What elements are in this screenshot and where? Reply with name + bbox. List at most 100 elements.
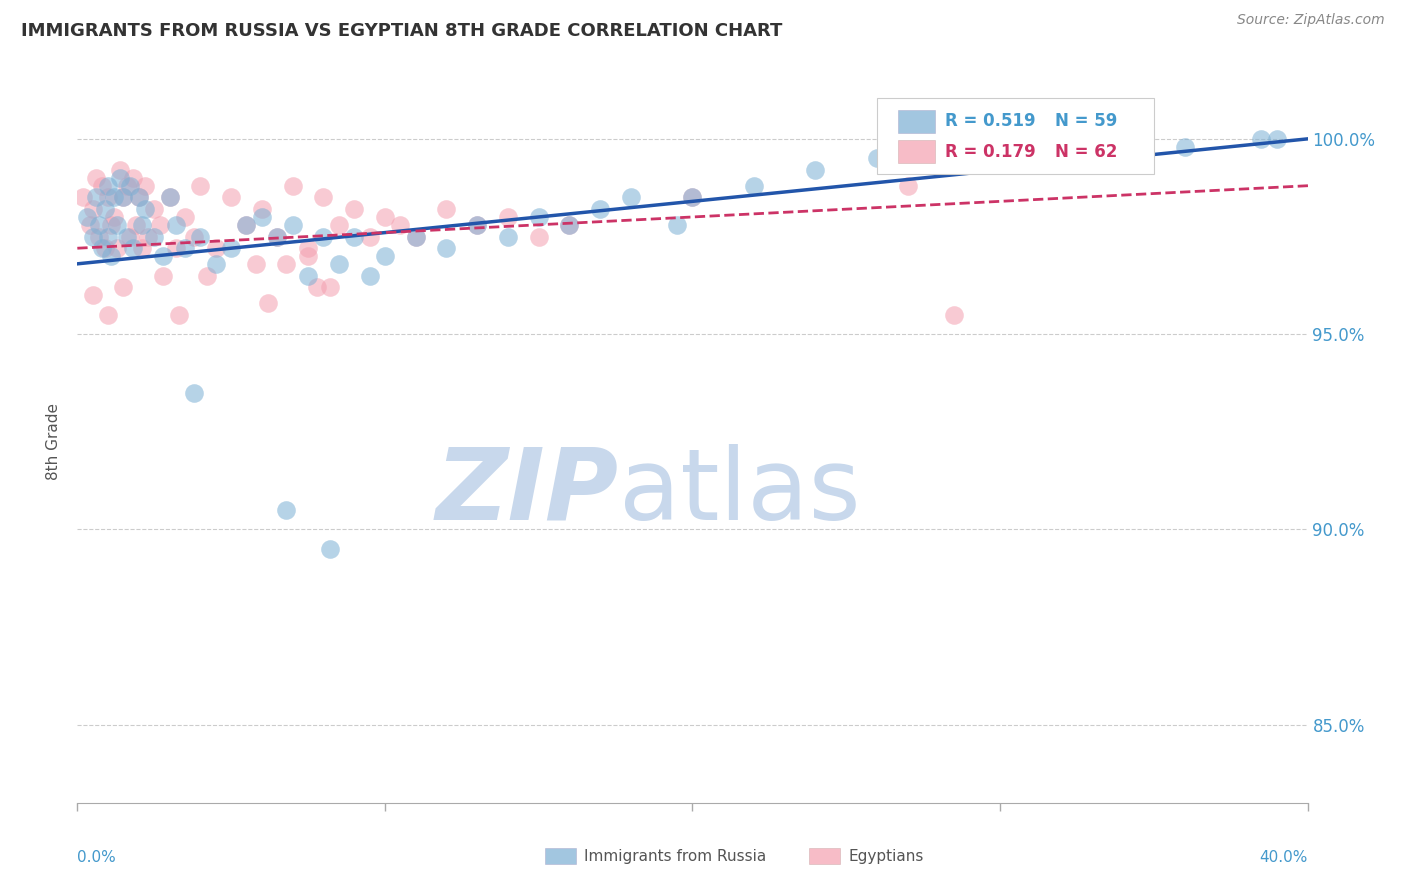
Point (121, 241, 143, 255)
Point (204, 241, 226, 255)
Text: R = 0.519: R = 0.519 (945, 112, 1035, 130)
Point (188, 178, 212, 193)
Point (82, 288, 104, 302)
Point (105, 241, 128, 255)
Point (112, 280, 135, 294)
Text: Immigrants from Russia: Immigrants from Russia (585, 849, 766, 863)
Point (250, 210, 273, 224)
FancyBboxPatch shape (810, 848, 841, 864)
Point (167, 308, 190, 322)
Point (118, 178, 141, 193)
Point (928, 139, 950, 153)
Y-axis label: 8th Grade: 8th Grade (46, 403, 62, 480)
Point (359, 268, 381, 283)
Point (1081, 132, 1104, 146)
Point (558, 218, 581, 232)
Point (235, 218, 257, 232)
Point (125, 218, 148, 232)
Point (82, 229, 104, 244)
Point (94, 202, 117, 216)
Point (235, 218, 257, 232)
Text: Source: ZipAtlas.com: Source: ZipAtlas.com (1237, 13, 1385, 28)
Point (328, 218, 350, 232)
Point (389, 218, 412, 232)
FancyBboxPatch shape (877, 98, 1154, 174)
Text: N = 62: N = 62 (1056, 143, 1118, 161)
Point (682, 190, 704, 204)
Text: Egyptians: Egyptians (849, 849, 924, 863)
Point (84, 190, 107, 204)
Point (307, 280, 329, 294)
Text: atlas: atlas (619, 443, 860, 541)
Point (318, 541, 340, 556)
Point (589, 202, 612, 216)
Point (110, 170, 132, 185)
Text: R = 0.179: R = 0.179 (945, 143, 1035, 161)
Point (188, 229, 212, 244)
Point (312, 190, 335, 204)
Point (1174, 139, 1197, 153)
Point (804, 163, 827, 178)
Point (281, 178, 304, 193)
Point (195, 268, 218, 283)
Point (152, 268, 174, 283)
Point (174, 241, 197, 255)
Point (134, 178, 156, 193)
Point (76, 210, 98, 224)
Point (465, 218, 488, 232)
Point (245, 257, 267, 271)
Point (100, 249, 122, 263)
Point (183, 229, 205, 244)
Point (866, 152, 889, 166)
Point (276, 257, 298, 271)
Point (97, 308, 120, 322)
Point (405, 229, 427, 244)
Point (405, 229, 427, 244)
Point (620, 190, 643, 204)
Text: N = 59: N = 59 (1056, 112, 1118, 130)
Point (110, 163, 132, 178)
Point (105, 218, 128, 232)
Point (118, 229, 141, 244)
Point (496, 210, 519, 224)
Point (121, 170, 143, 185)
Point (100, 218, 122, 232)
Point (174, 210, 197, 224)
Point (558, 218, 581, 232)
Point (136, 229, 159, 244)
Point (318, 280, 340, 294)
Point (328, 257, 350, 271)
Point (527, 229, 550, 244)
Point (134, 202, 156, 216)
Text: 0.0%: 0.0% (77, 850, 117, 864)
Point (266, 229, 288, 244)
Point (84, 170, 107, 185)
Point (87, 218, 110, 232)
Point (97, 229, 120, 244)
FancyBboxPatch shape (546, 848, 575, 864)
FancyBboxPatch shape (898, 110, 935, 133)
Point (465, 218, 488, 232)
Point (143, 202, 166, 216)
Point (250, 202, 273, 216)
Point (359, 229, 381, 244)
Point (131, 218, 153, 232)
Point (103, 210, 125, 224)
Point (297, 249, 319, 263)
Point (103, 190, 125, 204)
Text: IMMIGRANTS FROM RUSSIA VS EGYPTIAN 8TH GRADE CORRELATION CHART: IMMIGRANTS FROM RUSSIA VS EGYPTIAN 8TH G… (21, 22, 783, 40)
Point (87, 229, 110, 244)
Point (281, 218, 304, 232)
Point (72, 190, 94, 204)
Point (165, 218, 187, 232)
Point (374, 249, 396, 263)
Point (1250, 132, 1272, 146)
Point (436, 202, 458, 216)
Point (112, 190, 135, 204)
Point (343, 202, 366, 216)
Point (97, 178, 120, 193)
Point (97, 190, 120, 204)
Point (219, 241, 242, 255)
Point (94, 241, 117, 255)
Point (131, 241, 153, 255)
